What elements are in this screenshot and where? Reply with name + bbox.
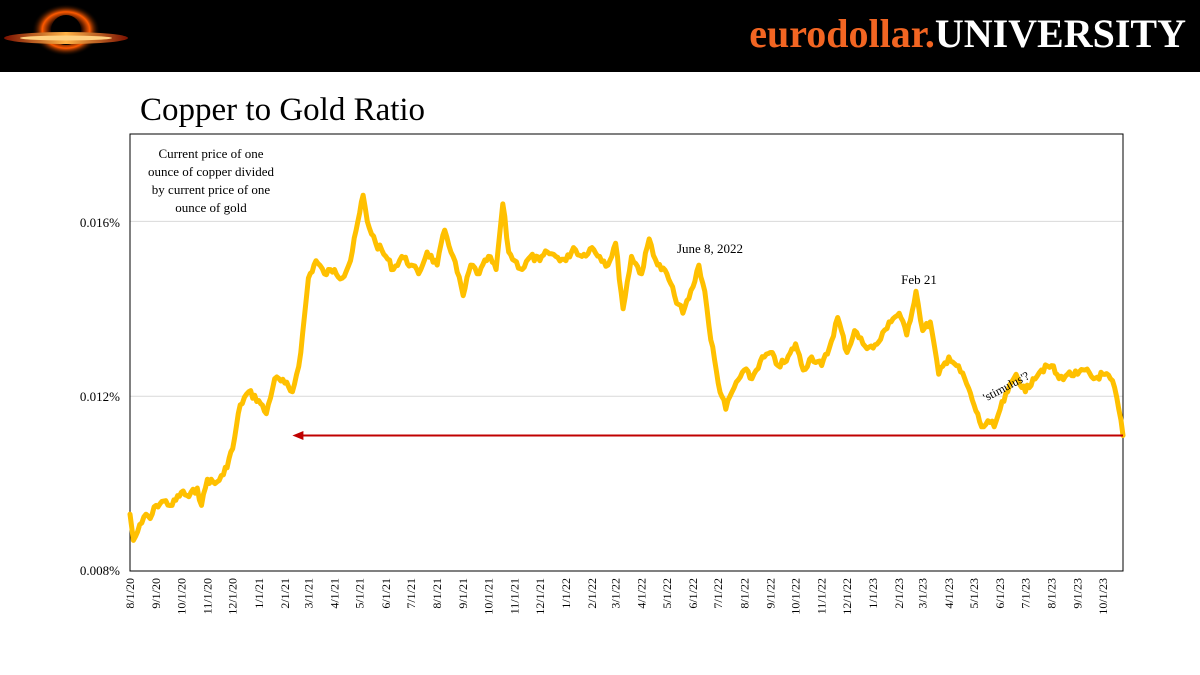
reference-arrow-head: [292, 431, 304, 441]
june-annotation: June 8, 2022: [677, 241, 743, 256]
gridlines: [130, 220, 1123, 397]
x-tick-label: 1/1/23: [866, 578, 880, 609]
description-line: ounce of copper divided: [148, 164, 274, 179]
x-tick-label: 9/1/21: [456, 578, 470, 609]
x-tick-label: 12/1/22: [840, 578, 854, 615]
x-tick-label: 5/1/21: [353, 578, 367, 609]
brand-wordmark: eurodollar.UNIVERSITY: [749, 10, 1186, 58]
y-tick-label: 0.012%: [80, 389, 120, 404]
x-tick-label: 4/1/23: [942, 578, 956, 609]
x-tick-label: 2/1/23: [892, 578, 906, 609]
x-tick-label: 12/1/21: [533, 578, 547, 615]
x-axis-labels: 8/1/20 9/1/20 10/1/20 11/1/20 12/1/20 1/1/21 2…: [123, 578, 1110, 615]
y-axis-labels: 0.016% 0.012% 0.008%: [80, 215, 120, 578]
x-tick-label: 10/1/20: [174, 578, 188, 615]
x-tick-label: 9/1/20: [149, 578, 163, 609]
x-tick-label: 7/1/22: [711, 578, 725, 609]
x-tick-label: 4/1/22: [635, 578, 649, 609]
brand-lower: eurodollar.: [749, 11, 935, 56]
x-tick-label: 3/1/22: [609, 578, 623, 609]
x-tick-label: 9/1/22: [763, 578, 777, 609]
x-tick-label: 8/1/21: [430, 578, 444, 609]
x-tick-label: 7/1/23: [1018, 578, 1032, 609]
x-tick-label: 11/1/22: [815, 578, 829, 614]
brand-upper: UNIVERSITY: [934, 11, 1186, 56]
x-tick-label: 8/1/22: [737, 578, 751, 609]
y-tick-label: 0.008%: [80, 563, 120, 578]
ratio-series-line: [127, 192, 1126, 543]
reference-arrow: [292, 431, 1123, 441]
plot-frame: [129, 133, 1124, 572]
x-tick-label: 1/1/21: [252, 578, 266, 609]
x-tick-label: 2/1/21: [278, 578, 292, 609]
description-line: by current price of one: [152, 182, 271, 197]
series-line: [127, 192, 1126, 543]
x-tick-label: 8/1/20: [123, 578, 137, 609]
chart-title: Copper to Gold Ratio: [140, 92, 426, 128]
x-tick-label: 6/1/21: [379, 578, 393, 609]
x-tick-label: 11/1/21: [508, 578, 522, 614]
x-tick-label: 5/1/23: [967, 578, 981, 609]
x-tick-label: 11/1/20: [200, 578, 214, 614]
x-tick-label: 3/1/23: [916, 578, 930, 609]
x-tick-label: 3/1/21: [301, 578, 315, 609]
x-tick-label: 9/1/23: [1071, 578, 1085, 609]
description-line: ounce of gold: [175, 200, 247, 215]
y-tick-label: 0.016%: [80, 215, 120, 230]
x-tick-label: 10/1/21: [481, 578, 495, 615]
header-bar: eurodollar.UNIVERSITY: [0, 0, 1200, 72]
feb-annotation: Feb 21: [901, 272, 937, 287]
description-line: Current price of one: [158, 146, 263, 161]
x-tick-label: 5/1/22: [660, 578, 674, 609]
x-tick-label: 1/1/22: [559, 578, 573, 609]
x-tick-label: 6/1/23: [993, 578, 1007, 609]
x-tick-label: 10/1/23: [1096, 578, 1110, 615]
logo-image: [0, 0, 132, 72]
x-tick-label: 10/1/22: [789, 578, 803, 615]
x-tick-label: 8/1/23: [1044, 578, 1058, 609]
x-tick-label: 6/1/22: [686, 578, 700, 609]
x-tick-label: 7/1/21: [404, 578, 418, 609]
x-tick-label: 12/1/20: [226, 578, 240, 615]
x-tick-label: 2/1/22: [585, 578, 599, 609]
x-tick-label: 4/1/21: [327, 578, 341, 609]
